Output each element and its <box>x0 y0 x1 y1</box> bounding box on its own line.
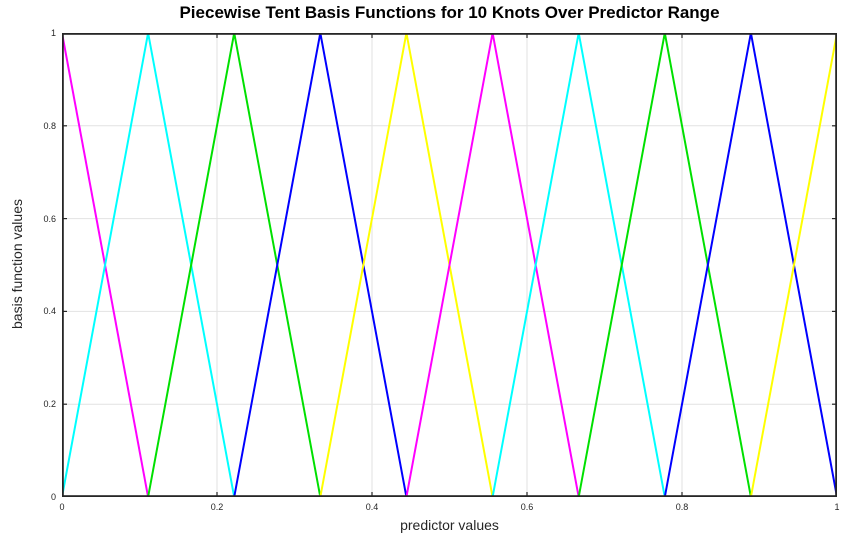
y-tick-label: 0 <box>50 492 56 502</box>
y-tick-label: 0.6 <box>43 213 56 224</box>
y-tick-label: 0.4 <box>43 306 56 317</box>
x-tick-label: 0 <box>59 502 65 512</box>
x-tick-label: 1 <box>834 502 840 512</box>
tent-basis-6-line <box>405 33 580 497</box>
x-tick-label: 0.2 <box>210 502 224 512</box>
tent-basis-7-line <box>491 33 666 497</box>
x-tick-label: 0.4 <box>365 502 379 512</box>
y-tick-label: 0.8 <box>43 120 56 131</box>
x-tick-label: 0.8 <box>675 502 689 512</box>
chart-title: Piecewise Tent Basis Functions for 10 Kn… <box>179 3 720 22</box>
chart-canvas <box>62 33 837 497</box>
y-tick-label: 0.2 <box>43 399 56 410</box>
tent-basis-5-line <box>319 33 494 497</box>
tent-basis-10-line <box>749 33 837 497</box>
tent-basis-4-line <box>233 33 408 497</box>
x-axis-label: predictor values <box>400 517 499 533</box>
tent-basis-8-line <box>577 33 752 497</box>
tent-basis-2-line <box>62 33 236 497</box>
axes-box <box>62 33 837 497</box>
tent-basis-3-line <box>147 33 322 497</box>
x-tick-label: 0.6 <box>520 502 534 512</box>
tent-basis-9-line <box>663 33 837 497</box>
plot-area <box>62 33 837 497</box>
y-axis-label: basis function values <box>9 199 25 329</box>
y-tick-label: 1 <box>50 28 56 38</box>
